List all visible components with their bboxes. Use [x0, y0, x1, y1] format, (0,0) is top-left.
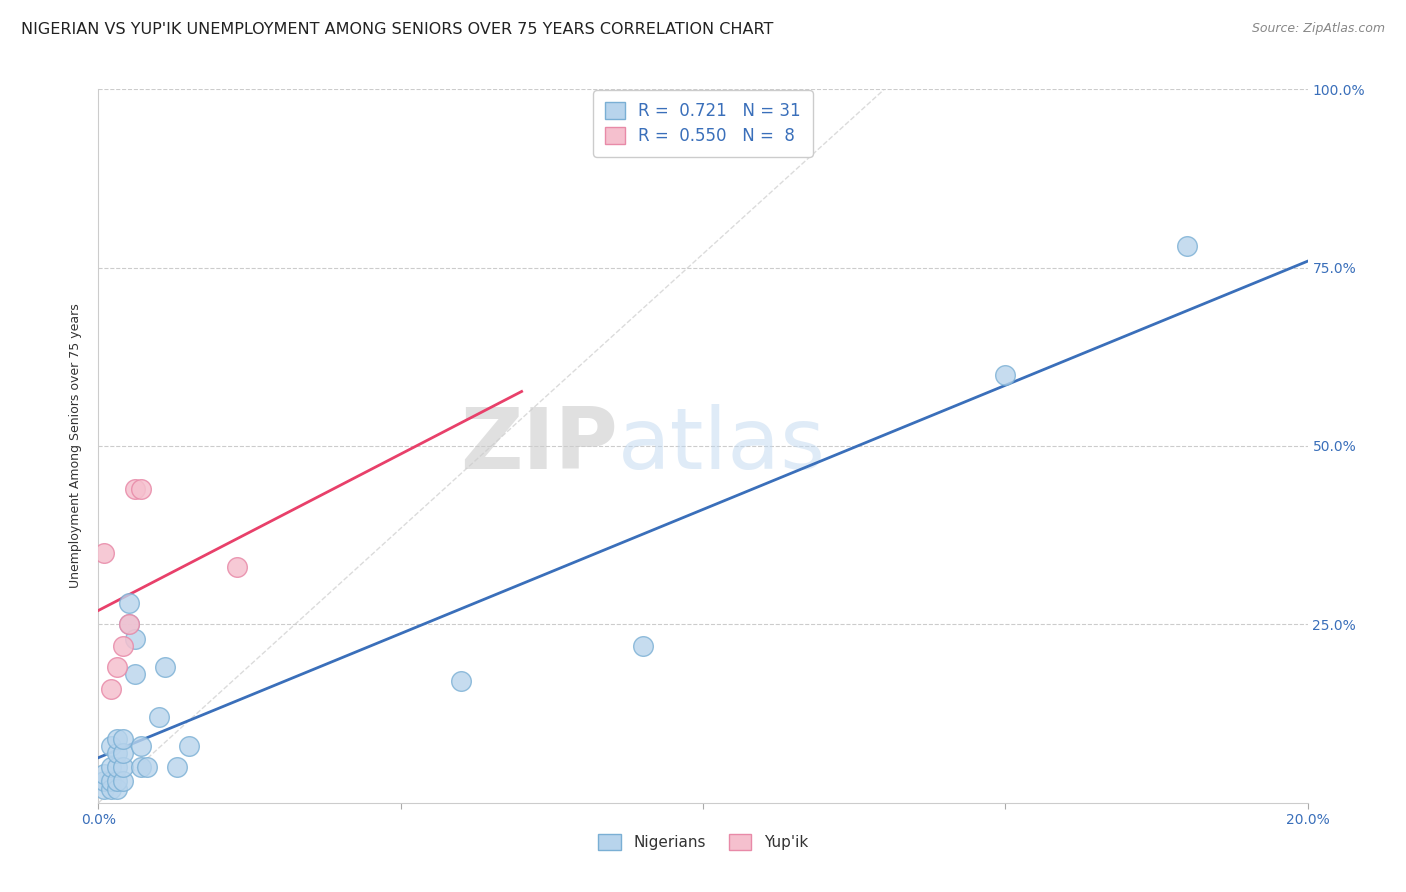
Point	[105, 774, 128, 789]
Point	[105, 731, 128, 746]
Point	[129, 760, 152, 774]
Point	[124, 667, 146, 681]
Point	[129, 482, 152, 496]
Point	[105, 660, 128, 674]
Point	[1175, 239, 1198, 253]
Point	[129, 739, 152, 753]
Point	[105, 746, 128, 760]
Point	[226, 560, 249, 574]
Point	[100, 681, 122, 696]
Point	[100, 760, 122, 774]
Point	[994, 368, 1017, 382]
Point	[118, 617, 141, 632]
Point	[93, 767, 115, 781]
Point	[105, 760, 128, 774]
Point	[148, 710, 170, 724]
Point	[105, 781, 128, 796]
Point	[124, 482, 146, 496]
Point	[179, 739, 201, 753]
Point	[153, 660, 176, 674]
Point	[124, 632, 146, 646]
Point	[111, 774, 134, 789]
Point	[100, 781, 122, 796]
Point	[93, 781, 115, 796]
Point	[631, 639, 654, 653]
Point	[93, 774, 115, 789]
Point	[135, 760, 157, 774]
Point	[100, 774, 122, 789]
Text: NIGERIAN VS YUP'IK UNEMPLOYMENT AMONG SENIORS OVER 75 YEARS CORRELATION CHART: NIGERIAN VS YUP'IK UNEMPLOYMENT AMONG SE…	[21, 22, 773, 37]
Text: Source: ZipAtlas.com: Source: ZipAtlas.com	[1251, 22, 1385, 36]
Legend: Nigerians, Yup'ik: Nigerians, Yup'ik	[589, 825, 817, 859]
Point	[166, 760, 188, 774]
Point	[118, 617, 141, 632]
Point	[100, 739, 122, 753]
Text: atlas: atlas	[619, 404, 827, 488]
Point	[111, 746, 134, 760]
Point	[118, 596, 141, 610]
Point	[111, 639, 134, 653]
Text: ZIP: ZIP	[461, 404, 619, 488]
Point	[93, 546, 115, 560]
Point	[450, 674, 472, 689]
Point	[111, 760, 134, 774]
Y-axis label: Unemployment Among Seniors over 75 years: Unemployment Among Seniors over 75 years	[69, 303, 83, 589]
Point	[111, 731, 134, 746]
